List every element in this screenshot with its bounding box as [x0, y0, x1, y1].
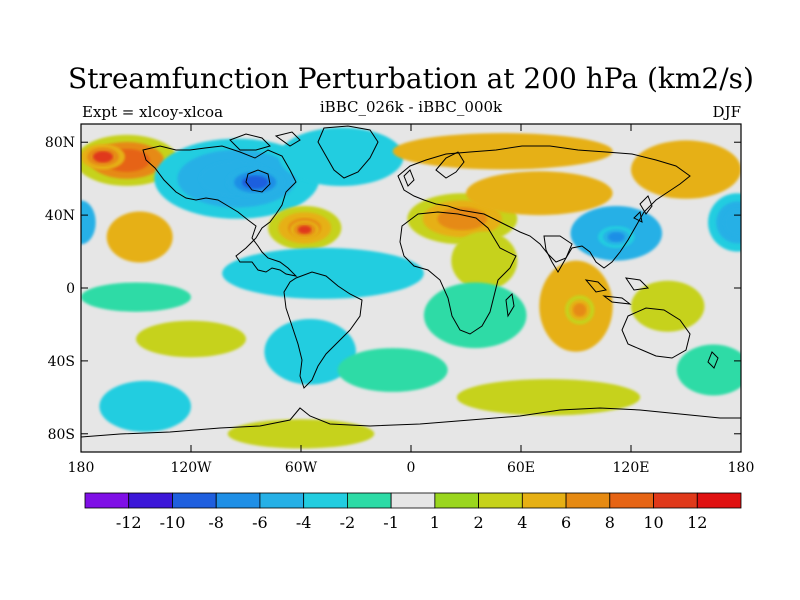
- colorbar-swatch-10: [521, 492, 567, 509]
- field-africa-negative-0: [423, 282, 527, 349]
- lon-tick-label-6: 180: [728, 460, 755, 476]
- field-south-america-negative-0: [264, 319, 357, 385]
- colorbar-label-11: 8: [605, 513, 615, 532]
- coastline-south-america: [283, 271, 363, 389]
- coastline-africa: [399, 211, 517, 335]
- lon-tick-label-2: 60W: [285, 460, 318, 476]
- colorbar-swatch-0: [84, 492, 130, 509]
- coastline-japan: [633, 195, 653, 223]
- colorbar-label-3: -6: [252, 513, 268, 532]
- coastline-north-america: [142, 145, 298, 277]
- field-greenland-negative-0: [279, 127, 404, 186]
- coastline-antarctica: [81, 407, 741, 438]
- colorbar-label-6: -1: [383, 513, 399, 532]
- coastline-maritime-continent: [584, 277, 650, 305]
- field-dateline-west-negative-0: [81, 200, 96, 245]
- colorbar-swatch-2: [172, 492, 217, 509]
- colorbar-label-13: 12: [687, 513, 707, 532]
- field-central-asia-positive-0: [466, 171, 613, 216]
- coastline-new-zealand: [707, 351, 719, 369]
- difference-label: iBBC_026k - iBBC_000k: [320, 98, 503, 116]
- coastline-australia: [621, 307, 691, 359]
- field-north-eurasia-positive-0: [392, 133, 613, 170]
- field-western-atlantic-positive-core-2: [298, 225, 312, 234]
- coastline-madagascar: [505, 292, 515, 318]
- field-arabian-positive-0: [451, 231, 518, 290]
- colorbar: -12 -10 -8 -6 -4 -2 -1 1 2 4 6 8 10 12: [84, 492, 742, 532]
- colorbar-label-9: 4: [517, 513, 527, 532]
- colorbar-label-7: 1: [430, 513, 440, 532]
- colorbar-swatch-12: [609, 492, 654, 509]
- colorbar-swatch-8: [434, 492, 479, 509]
- colorbar-swatch-6: [346, 492, 392, 509]
- longitude-axis: 180 120W 60W 0 60E 120E 180: [68, 124, 755, 476]
- colorbar-label-8: 2: [474, 513, 484, 532]
- field-west-pacific-negative-edge-2: [724, 209, 741, 236]
- coastlines: [81, 125, 741, 438]
- lat-tick-label-4: 80S: [48, 427, 75, 443]
- coastline-arctic-islands: [229, 131, 301, 151]
- latitude-axis: 80N 40N 0 40S 80S: [45, 135, 741, 443]
- lon-tick-label-1: 120W: [170, 460, 212, 476]
- coastline-india: [543, 235, 573, 273]
- coastline-eurasia: [397, 145, 691, 269]
- field-east-asia-negative-core-2: [608, 232, 625, 242]
- lon-tick-label-3: 0: [407, 460, 416, 476]
- colorbar-swatch-14: [696, 492, 742, 509]
- colorbar-label-2: -8: [208, 513, 224, 532]
- field-antarctic-positive-0: [227, 419, 375, 449]
- colorbar-swatch-4: [259, 492, 305, 509]
- colorbar-swatch-5: [303, 492, 348, 509]
- colorbar-label-0: -12: [116, 513, 142, 532]
- coastline-britain: [403, 169, 415, 187]
- lon-tick-label-4: 60E: [507, 460, 535, 476]
- lat-tick-label-0: 80N: [45, 135, 75, 151]
- colorbar-label-12: 10: [643, 513, 663, 532]
- field-northeast-pacific-positive-0: [106, 211, 173, 263]
- colorbar-label-5: -2: [340, 513, 356, 532]
- coastline-scandinavia: [435, 151, 465, 179]
- field-indian-ocean-positive-core-2: [573, 303, 587, 317]
- lat-tick-label-1: 40N: [45, 208, 75, 224]
- field-southeast-pacific-positive-0: [136, 320, 246, 358]
- lat-tick-label-3: 40S: [48, 354, 75, 370]
- field-north-pacific-positive-core-2: [93, 151, 113, 163]
- field-south-indian-positive-0: [456, 379, 641, 416]
- field-australia-positive-0: [631, 280, 705, 332]
- field-northwest-pacific-positive-0: [631, 140, 741, 199]
- lon-tick-label-5: 120E: [613, 460, 650, 476]
- colorbar-swatch-3: [215, 492, 261, 509]
- colorbar-swatch-1: [128, 492, 173, 509]
- colorbar-swatch-7: [390, 492, 436, 509]
- field-southeast-pacific-negative-0: [99, 380, 191, 432]
- coastline-hudson-bay: [245, 169, 271, 193]
- map-panel: 80N 40N 0 40S 80S 180 120W 60W 0 60E 120E 180: [45, 123, 755, 476]
- season-label: DJF: [713, 103, 741, 121]
- colorbar-label-4: -4: [296, 513, 312, 532]
- coastline-greenland: [317, 125, 379, 179]
- lon-tick-label-0: 180: [68, 460, 95, 476]
- field-southwest-pacific-negative-0: [676, 344, 741, 396]
- field-central-pacific-negative-0: [81, 282, 191, 312]
- colorbar-swatch-9: [478, 492, 523, 509]
- colorbar-label-10: 6: [561, 513, 571, 532]
- lat-tick-label-2: 0: [66, 281, 75, 297]
- colorbar-label-1: -10: [160, 513, 186, 532]
- field-tropical-atlantic-negative-0: [222, 247, 424, 299]
- field-south-atlantic-negative-0: [337, 348, 448, 392]
- colorbar-swatch-11: [565, 492, 611, 509]
- plot-title: Streamfunction Perturbation at 200 hPa (…: [68, 62, 754, 95]
- experiment-label: Expt = xlcoy-xlcoa: [82, 103, 223, 121]
- colorbar-swatch-13: [653, 492, 698, 509]
